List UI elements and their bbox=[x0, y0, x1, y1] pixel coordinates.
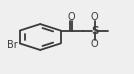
Text: Br: Br bbox=[7, 40, 18, 50]
Text: S: S bbox=[91, 26, 98, 36]
Text: O: O bbox=[91, 39, 98, 49]
Text: O: O bbox=[91, 12, 98, 22]
Text: O: O bbox=[68, 12, 75, 22]
